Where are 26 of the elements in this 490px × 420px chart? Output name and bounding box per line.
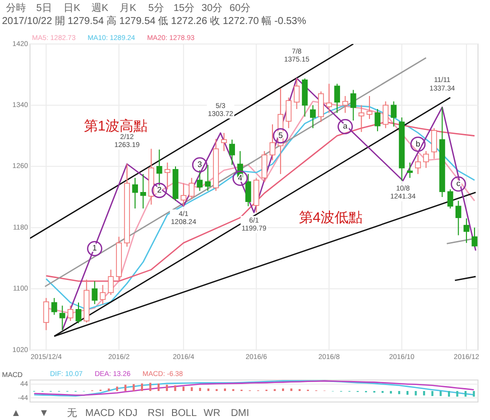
annotation: 5: [278, 130, 284, 140]
annotation: 4: [238, 173, 243, 182]
text: KDJ: [118, 408, 138, 420]
text: DMI: [230, 408, 250, 420]
chart-title: 2017/10/22 開 1279.54 高 1279.54 低 1272.26 收 1272.70 幅 -0.53%: [2, 15, 306, 27]
text: 15分: [173, 2, 195, 14]
text: 週K: [92, 3, 109, 14]
text: BOLL: [171, 408, 198, 420]
text: 日K: [64, 3, 81, 14]
annotation: 第4波低點: [298, 209, 363, 226]
text: RSI: [148, 408, 164, 420]
annotation: 第1波高點: [84, 117, 148, 134]
text: ▼: [39, 408, 49, 420]
text: WR: [204, 408, 220, 420]
annotation: b: [416, 139, 421, 148]
text: 5日: [36, 3, 52, 14]
text: 无: [67, 408, 77, 420]
annotation: c: [456, 179, 460, 188]
text: 月K: [120, 3, 137, 14]
text: 分時: [6, 2, 26, 14]
annotation: 3: [198, 160, 203, 169]
text: 60分: [229, 2, 251, 14]
text: MACD: [85, 408, 115, 420]
text: 30分: [201, 2, 223, 14]
text: ▲: [11, 408, 21, 420]
text: 5分: [148, 2, 164, 14]
